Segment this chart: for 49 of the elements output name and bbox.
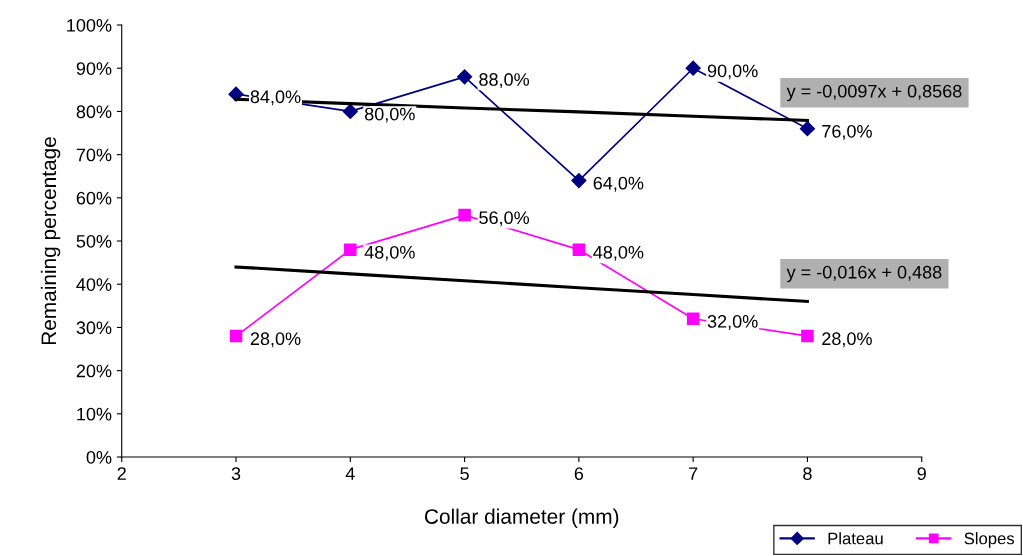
point [799,121,816,137]
data-label: 28,0% [822,332,872,348]
x-axis-title: Collar diameter (mm) [424,508,619,528]
y-tick-label: 70% [76,148,112,162]
data-label: 84,0% [250,90,301,106]
x-tick-label: 4 [345,467,355,480]
y-tick-label: 0% [86,450,112,464]
annotation: y = -0,0097x + 0,8568 [786,84,962,102]
x-tick-label: 2 [117,467,126,480]
y-tick-label: 20% [76,364,112,378]
data-label: 56,0% [479,211,530,227]
x-tick-label: 3 [231,467,241,481]
data-label: 90,0% [707,64,758,80]
y-tick-label: 30% [76,321,112,335]
annotation: y = -0,016x + 0,488 [786,265,942,283]
line-series [234,265,809,304]
data-label: 76,0% [822,124,872,140]
data-label: 32,0% [707,315,758,330]
point [685,60,701,76]
point [457,69,473,85]
data-label: 80,0% [364,107,415,123]
y-tick-label: 10% [77,407,112,421]
data-label: 88,0% [479,73,530,89]
y-tick-label: 100% [67,18,112,32]
y-tick-label: 40% [76,278,112,291]
y-tick-label: 50% [76,234,112,248]
y-tick-label: 90% [76,62,112,75]
point [801,329,814,343]
data-label: 48,0% [364,245,415,261]
x-tick-label: 7 [689,467,698,480]
point [686,312,700,326]
point [572,243,586,256]
legend-label: Slopes [964,532,1015,548]
point [344,243,357,256]
data-label: 48,0% [593,245,644,261]
y-axis-title: Remaining percentage [40,137,61,345]
point [229,329,243,343]
x-tick-label: 8 [803,467,812,481]
y-tick-label: 80% [76,105,112,119]
x-tick-label: 5 [460,467,469,481]
y-tick-label: 60% [76,191,112,205]
data-label: 64,0% [593,176,644,192]
data-label: 28,0% [250,332,301,348]
point [571,172,587,189]
point [458,208,471,222]
x-tick-label: 6 [574,467,584,481]
x-tick-label: 9 [917,467,926,481]
point [342,103,358,119]
legend-label: Plateau [828,532,883,545]
